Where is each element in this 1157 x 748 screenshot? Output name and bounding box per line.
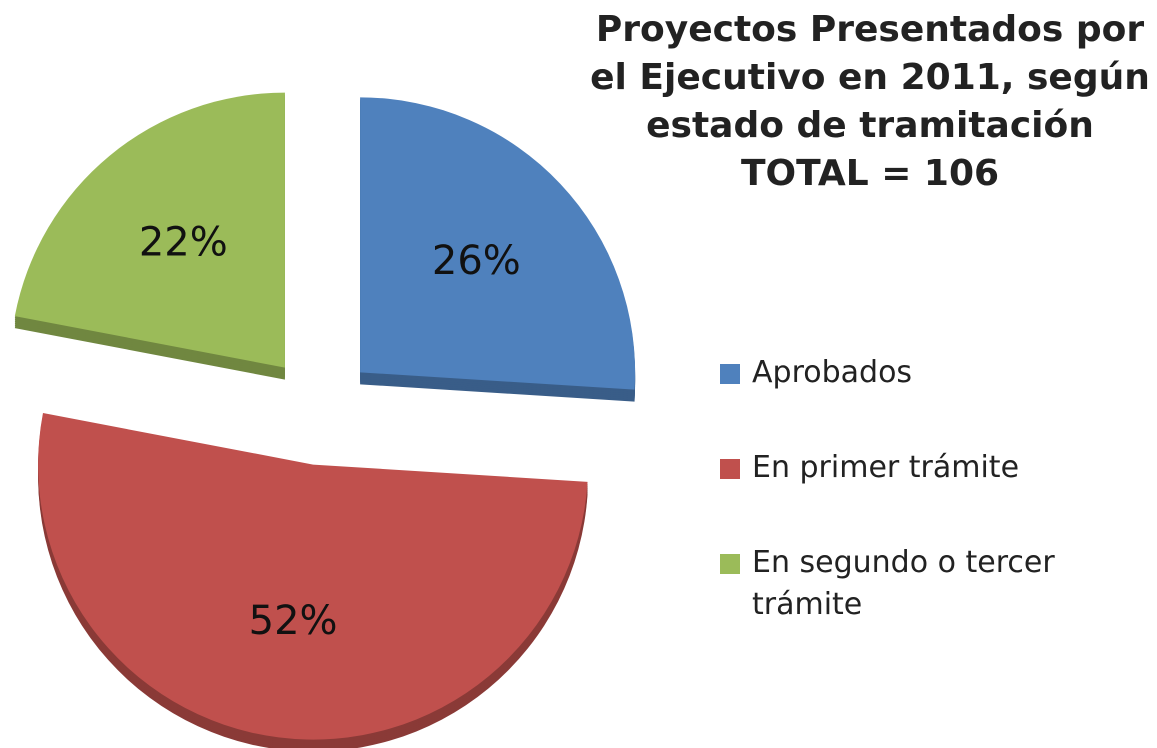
legend-item: En segundo o tercer trámite — [720, 542, 1140, 626]
legend-item: En primer trámite — [720, 447, 1140, 489]
value-label: 52% — [249, 598, 338, 644]
legend-label: Aprobados — [752, 355, 913, 390]
legend-swatch — [720, 364, 740, 384]
legend-label: En primer trámite — [752, 450, 1020, 485]
title-block: Proyectos Presentados por el Ejecutivo e… — [590, 6, 1150, 198]
legend-label: En segundo o tercer trámite — [752, 545, 1055, 622]
slice — [38, 413, 588, 740]
chart-subtitle: TOTAL = 106 — [740, 153, 1000, 194]
chart-title: Proyectos Presentados por el Ejecutivo e… — [590, 9, 1150, 146]
value-label: 26% — [432, 238, 521, 284]
legend-item: Aprobados — [720, 352, 1140, 394]
legend-swatch — [720, 554, 740, 574]
slice — [14, 92, 285, 368]
slice — [360, 97, 636, 390]
value-label: 22% — [139, 220, 228, 266]
legend-swatch — [720, 459, 740, 479]
